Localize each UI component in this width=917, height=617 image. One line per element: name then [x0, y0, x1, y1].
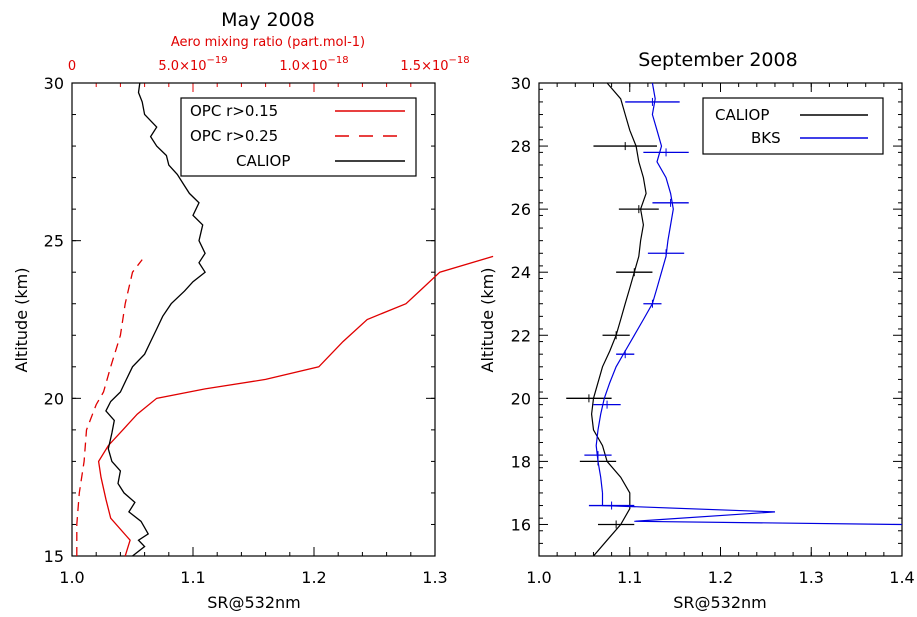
y-tick-label: 26: [511, 200, 531, 219]
x-axis-ticks-may: 1.0 1.1 1.2 1.3: [59, 547, 448, 587]
x-axis-label-september: SR@532nm: [673, 593, 767, 612]
series-line-opc-r-0-15: [97, 255, 494, 557]
x-tick-label: 1.3: [799, 568, 824, 587]
series-line-caliop: [590, 82, 647, 557]
y-tick-label: 30: [511, 74, 531, 93]
legend-label-opc-025: OPC r>0.25: [190, 127, 278, 145]
y-tick-label: 25: [44, 232, 64, 251]
x-tick-label: 1.1: [617, 568, 642, 587]
legend-label-opc-015: OPC r>0.15: [190, 102, 278, 120]
top-tick-label: 0: [68, 59, 76, 74]
x-tick-label: 1.3: [422, 568, 447, 587]
series-may: [76, 82, 494, 557]
chart-title-september: September 2008: [638, 49, 797, 71]
y-tick-label: 22: [511, 326, 531, 345]
legend-september: CALIOP BKS: [702, 97, 884, 155]
y-tick-label: 18: [511, 452, 531, 471]
chart-title-may: May 2008: [221, 9, 315, 31]
legend-label-caliop-may: CALIOP: [236, 152, 290, 170]
top-tick-label: 1.0×10−18: [279, 55, 348, 74]
x-tick-label: 1.0: [59, 568, 84, 587]
panel-may-2008: May 2008 Aero mixing ratio (part.mol-1) …: [12, 9, 494, 612]
y-axis-label-september: Altitude (km): [478, 268, 497, 373]
top-tick-exponent: −18: [449, 55, 470, 66]
y-axis-ticks-september: 16 18 20 22 24 26 28 30: [511, 74, 902, 557]
legend-label-bks: BKS: [751, 129, 781, 147]
top-tick-exponent: −19: [207, 55, 228, 66]
plot-frame-may: [71, 82, 436, 557]
x-axis-label-may: SR@532nm: [207, 593, 301, 612]
top-tick-label: 1.5×10−18: [400, 55, 469, 74]
y-tick-label: 15: [44, 547, 64, 566]
top-tick-label: 5.0×10−19: [158, 55, 227, 74]
y-tick-label: 20: [511, 389, 531, 408]
series-line-caliop: [105, 82, 206, 557]
x-tick-label: 1.1: [180, 568, 205, 587]
series-september: [566, 82, 903, 557]
series-line-bks: [595, 82, 674, 493]
legend-box-september: [702, 97, 884, 155]
y-axis-label-may: Altitude (km): [12, 268, 31, 373]
series-spike-bks: [601, 492, 903, 526]
x-tick-label: 1.4: [889, 568, 914, 587]
legend-label-caliop-september: CALIOP: [715, 106, 769, 124]
panel-september-2008: September 2008 1.0 1.1 1.2 1.3 1.4 16 18 20 22 2…: [478, 49, 915, 612]
y-tick-label: 24: [511, 263, 531, 282]
y-tick-label: 20: [44, 389, 64, 408]
top-tick-exponent: −18: [328, 55, 349, 66]
y-tick-label: 28: [511, 137, 531, 156]
y-tick-label: 16: [511, 515, 531, 534]
y-axis-ticks-may: 15 20 25 30: [44, 74, 435, 566]
x-tick-label: 1.2: [708, 568, 733, 587]
legend-may: OPC r>0.15 OPC r>0.25 CALIOP: [180, 97, 417, 177]
x-axis-ticks-september: 1.0 1.1 1.2 1.3 1.4: [526, 83, 915, 587]
x-tick-label: 1.2: [301, 568, 326, 587]
y-tick-label: 30: [44, 74, 64, 93]
top-axis-tick-labels: 0 5.0×10−19 1.0×10−18 1.5×10−18: [68, 55, 470, 92]
x-tick-label: 1.0: [526, 568, 551, 587]
top-axis-label: Aero mixing ratio (part.mol-1): [171, 35, 365, 50]
